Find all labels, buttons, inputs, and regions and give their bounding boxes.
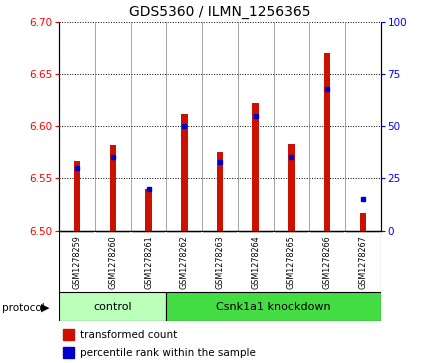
Text: percentile rank within the sample: percentile rank within the sample [80, 348, 256, 358]
Bar [181, 114, 187, 231]
Bar [62, 347, 74, 358]
Text: GSM1278262: GSM1278262 [180, 236, 189, 289]
Bar [217, 152, 223, 231]
Text: GSM1278264: GSM1278264 [251, 236, 260, 289]
Text: GSM1278260: GSM1278260 [108, 236, 117, 289]
Text: transformed count: transformed count [80, 330, 177, 340]
Bar [324, 53, 330, 231]
Text: ▶: ▶ [41, 303, 49, 313]
Text: GSM1278261: GSM1278261 [144, 236, 153, 289]
Bar [62, 330, 74, 340]
Bar [145, 189, 152, 231]
Text: control: control [94, 302, 132, 312]
Text: protocol: protocol [2, 303, 45, 313]
Text: GSM1278259: GSM1278259 [73, 236, 82, 289]
Bar [59, 292, 166, 321]
Bar [288, 144, 295, 231]
Bar [166, 292, 381, 321]
Text: GSM1278263: GSM1278263 [216, 236, 224, 289]
Bar [74, 160, 81, 231]
Text: GSM1278267: GSM1278267 [358, 236, 367, 289]
Bar [253, 103, 259, 231]
Text: Csnk1a1 knockdown: Csnk1a1 knockdown [216, 302, 331, 312]
Title: GDS5360 / ILMN_1256365: GDS5360 / ILMN_1256365 [129, 5, 311, 19]
Bar [110, 145, 116, 231]
Text: GSM1278266: GSM1278266 [323, 236, 332, 289]
Text: GSM1278265: GSM1278265 [287, 236, 296, 289]
Bar [359, 213, 366, 231]
